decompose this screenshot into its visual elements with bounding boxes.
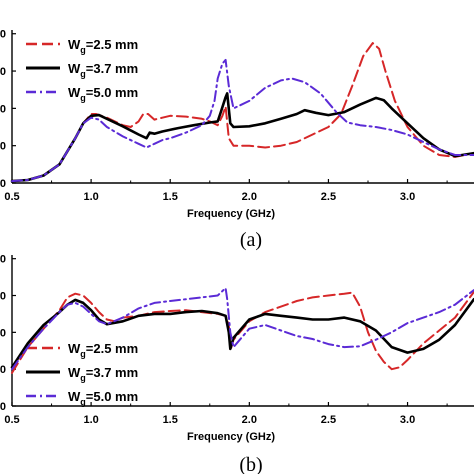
legend-label-b-2: Wg=3.7 mm (68, 365, 138, 383)
x-tick-label-a: 3.0 (400, 191, 415, 203)
y-tick-label-b: 0 (0, 254, 6, 266)
legend-label-a-2: Wg=3.7 mm (68, 61, 138, 79)
x-tick-label-a: 1.0 (83, 191, 98, 203)
panel-label-b: (b) (239, 454, 262, 474)
x-tick-label-a: 2.0 (242, 191, 257, 203)
y-tick-label-b: 0 (0, 291, 6, 303)
x-axis-title-a: Frequency (GHz) (187, 208, 275, 220)
x-tick-label-b: 1.5 (163, 414, 178, 426)
series-line-a-3 (11, 58, 474, 183)
x-tick-label-a: 1.5 (163, 191, 178, 203)
series-line-b-1 (11, 290, 474, 374)
x-axis-title-b: Frequency (GHz) (187, 431, 275, 443)
y-tick-label-b: 0 (0, 327, 6, 339)
y-tick-label-a: 0 (0, 29, 6, 41)
panel-label-a: (a) (240, 229, 262, 251)
legend-label-a-3: Wg=5.0 mm (68, 85, 138, 103)
legend-label-b-3: Wg=5.0 mm (68, 389, 138, 407)
y-tick-label-b: 0 (0, 401, 6, 413)
y-tick-label-a: 0 (0, 178, 6, 190)
x-tick-label-a: 2.5 (321, 191, 336, 203)
legend-label-b-1: Wg=2.5 mm (68, 341, 138, 359)
x-tick-label-b: 1.0 (83, 414, 98, 426)
y-tick-label-a: 0 (0, 103, 6, 115)
chart-panel-b: 0.5 1.0 1.5 2.0 2.5 3.0 0 0 0 0 0 Frequency (GHz) Wg… (0, 254, 474, 443)
x-tick-label-b: 2.0 (242, 414, 257, 426)
x-tick-label-b: 2.5 (321, 414, 336, 426)
series-line-a-1 (11, 42, 474, 183)
x-tick-label-b: 3.0 (400, 414, 415, 426)
x-tick-label-b: 0.5 (4, 414, 19, 426)
series-line-b-3 (11, 287, 474, 371)
y-tick-label-a: 0 (0, 141, 6, 153)
y-tick-label-a: 0 (0, 66, 6, 78)
y-tick-label-b: 0 (0, 364, 6, 376)
series-line-a-2 (10, 92, 474, 183)
series-line-b-2 (10, 297, 474, 369)
legend-label-a-1: Wg=2.5 mm (68, 37, 138, 55)
x-tick-label-a: 0.5 (4, 191, 19, 203)
chart-panel-a: 0.5 1.0 1.5 2.0 2.5 3.0 0 0 0 0 0 Frequency (GHz) Wg… (0, 29, 474, 220)
